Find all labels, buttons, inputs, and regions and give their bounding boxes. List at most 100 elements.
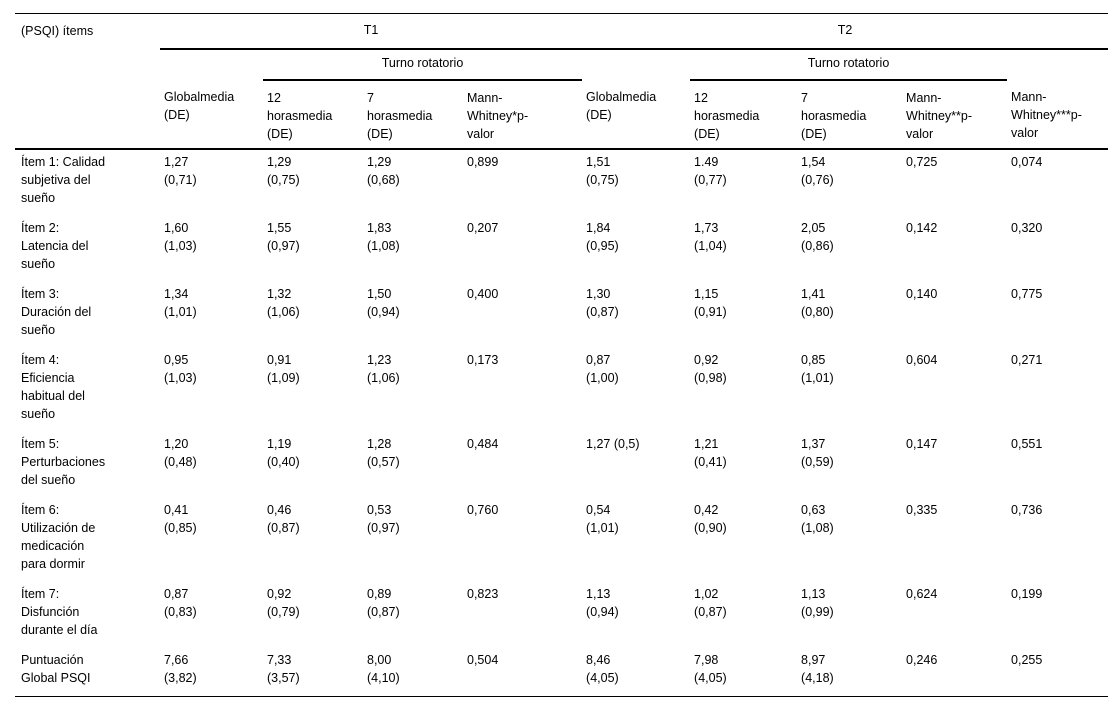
data-cell: 0,320 (1011, 221, 1043, 235)
data-cell: 7,66 (3,82) (164, 653, 197, 685)
subgroup-header-row: Turno rotatorio Turno rotatorio (15, 49, 1108, 81)
group-header-t2: T2 (582, 13, 1109, 50)
data-cell: 0,400 (467, 287, 499, 301)
data-cell: 0,89 (0,87) (367, 587, 400, 619)
table-row: Ítem 4: Eficiencia habitual del sueño 0,9… (15, 348, 1108, 432)
data-cell: 0,46 (0,87) (267, 503, 300, 535)
data-cell: 0,91 (1,09) (267, 353, 300, 385)
data-cell: 0,147 (906, 437, 938, 451)
data-cell: 1,41 (0,80) (801, 287, 834, 319)
data-cell: 7,98 (4,05) (694, 653, 727, 685)
data-cell: 0,199 (1011, 587, 1043, 601)
data-cell: 1,13 (0,94) (586, 587, 619, 619)
row-header: Ítem 6: Utilización de medicación para d… (21, 503, 96, 571)
data-cell: 1,84 (0,95) (586, 221, 619, 253)
row-header: Ítem 3: Duración del sueño (21, 287, 92, 337)
column-header-7horas-t2: 7 horasmedia (DE) (797, 80, 903, 150)
data-cell: 1,55 (0,97) (267, 221, 300, 253)
data-cell: 1,19 (0,40) (267, 437, 300, 469)
row-header: Ítem 1: Calidad subjetiva del sueño (21, 155, 106, 205)
data-cell: 0,246 (906, 653, 938, 667)
data-cell: 0,53 (0,97) (367, 503, 400, 535)
data-cell: 0,504 (467, 653, 499, 667)
data-cell: 1,27 (0,5) (586, 437, 640, 451)
data-cell: 1,37 (0,59) (801, 437, 834, 469)
data-cell: 0,736 (1011, 503, 1043, 517)
column-header-globalmedia-t2: Globalmedia (DE) (582, 80, 691, 150)
spacer-cell (582, 49, 690, 80)
data-cell: 0,074 (1011, 155, 1043, 169)
data-cell: 8,97 (4,18) (801, 653, 834, 685)
table-row: Ítem 2: Latencia del sueño 1,60 (1,03) 1,5… (15, 216, 1108, 282)
psqi-table: (PSQI) ítems T1 T2 Turno rotatorio Turno… (15, 13, 1109, 697)
data-cell: 2,05 (0,86) (801, 221, 834, 253)
data-cell: 8,46 (4,05) (586, 653, 619, 685)
data-cell: 1,13 (0,99) (801, 587, 834, 619)
data-cell: 7,33 (3,57) (267, 653, 300, 685)
row-header: Ítem 2: Latencia del sueño (21, 221, 89, 271)
data-cell: 0,760 (467, 503, 499, 517)
data-cell: 0,173 (467, 353, 499, 367)
data-cell: 0,624 (906, 587, 938, 601)
data-cell: 1,34 (1,01) (164, 287, 197, 319)
data-cell: 8,00 (4,10) (367, 653, 400, 685)
data-cell: 0,42 (0,90) (694, 503, 727, 535)
data-cell: 1,83 (1,08) (367, 221, 400, 253)
turno-rotatorio-header-t1: Turno rotatorio (263, 49, 583, 81)
column-header-mannwhitney-t2: Mann- Whitney**p- valor (902, 80, 1008, 150)
corner-header: (PSQI) ítems (15, 13, 160, 150)
data-cell: 1,60 (1,03) (164, 221, 197, 253)
data-cell: 1,73 (1,04) (694, 221, 727, 253)
page: (PSQI) ítems T1 T2 Turno rotatorio Turno… (15, 13, 1109, 697)
column-header-7horas-t1: 7 horasmedia (DE) (363, 80, 463, 150)
column-header-globalmedia-t1: Globalmedia (DE) (160, 80, 263, 150)
data-cell: 1,23 (1,06) (367, 353, 400, 385)
data-cell: 0,604 (906, 353, 938, 367)
row-header: Ítem 7: Disfunción durante el día (21, 587, 98, 637)
data-cell: 1,29 (0,75) (267, 155, 300, 187)
data-cell: 1,21 (0,41) (694, 437, 727, 469)
data-cell: 0,140 (906, 287, 938, 301)
data-cell: 0,87 (0,83) (164, 587, 197, 619)
data-cell: 0,92 (0,98) (694, 353, 727, 385)
data-cell: 0,255 (1011, 653, 1043, 667)
data-cell: 0,142 (906, 221, 938, 235)
data-cell: 1,27 (0,71) (164, 155, 197, 187)
table-row: Ítem 7: Disfunción durante el día 0,87 (0… (15, 582, 1108, 648)
data-cell: 0,207 (467, 221, 499, 235)
data-cell: 1,15 (0,91) (694, 287, 727, 319)
data-cell: 0,551 (1011, 437, 1043, 451)
data-cell: 0,63 (1,08) (801, 503, 834, 535)
data-cell: 0,95 (1,03) (164, 353, 197, 385)
turno-rotatorio-header-t2: Turno rotatorio (690, 49, 1008, 81)
data-cell: 0,92 (0,79) (267, 587, 300, 619)
group-header-row: (PSQI) ítems T1 T2 (15, 13, 1109, 150)
column-header-mannwhitney-t1: Mann- Whitney*p- valor (463, 80, 583, 150)
table-row: Puntuación Global PSQI 7,66 (3,82) 7,33 (3… (15, 648, 1108, 697)
data-cell: 0,271 (1011, 353, 1043, 367)
data-cell: 1,29 (0,68) (367, 155, 400, 187)
data-cell: 1,02 (0,87) (694, 587, 727, 619)
column-header-12horas-t2: 12 horasmedia (DE) (690, 80, 798, 150)
data-cell: 1,51 (0,75) (586, 155, 619, 187)
data-cell: 0,899 (467, 155, 499, 169)
table-row: Ítem 6: Utilización de medicación para d… (15, 498, 1108, 582)
data-cell: 0,823 (467, 587, 499, 601)
spacer-cell (160, 49, 263, 80)
data-cell: 1.49 (0,77) (694, 155, 727, 187)
data-cell: 1,50 (0,94) (367, 287, 400, 319)
data-cell: 0,775 (1011, 287, 1043, 301)
spacer-cell (1007, 49, 1108, 80)
row-header: Puntuación Global PSQI (21, 653, 91, 685)
column-header-12horas-t1: 12 horasmedia (DE) (263, 80, 363, 150)
data-cell: 0,725 (906, 155, 938, 169)
table-row: Ítem 5: Perturbaciones del sueño 1,20 (0,… (15, 432, 1108, 498)
data-cell: 0,54 (1,01) (586, 503, 619, 535)
data-cell: 0,41 (0,85) (164, 503, 197, 535)
table-row: Ítem 3: Duración del sueño 1,34 (1,01) 1,3… (15, 282, 1108, 348)
table-body: Ítem 1: Calidad subjetiva del sueño 1,27 … (15, 149, 1108, 697)
column-header-row: Globalmedia (DE) 12 horasmedia (DE) 7 ho… (15, 80, 1109, 150)
table-row: Ítem 1: Calidad subjetiva del sueño 1,27 … (15, 149, 1108, 216)
row-header: Ítem 5: Perturbaciones del sueño (21, 437, 106, 487)
row-header: Ítem 4: Eficiencia habitual del sueño (21, 353, 85, 421)
